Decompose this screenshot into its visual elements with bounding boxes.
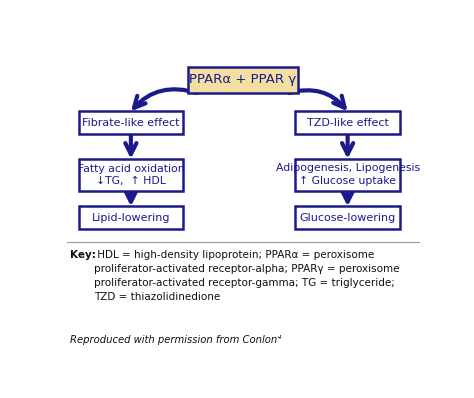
Text: TZD-like effect: TZD-like effect	[307, 118, 389, 128]
Text: Lipid-lowering: Lipid-lowering	[91, 213, 170, 223]
Text: Fatty acid oxidation
↓TG,  ↑ HDL: Fatty acid oxidation ↓TG, ↑ HDL	[78, 164, 184, 186]
Text: HDL = high-density lipoprotein; PPARα = peroxisome
proliferator-activated recept: HDL = high-density lipoprotein; PPARα = …	[94, 250, 400, 302]
Text: Glucose-lowering: Glucose-lowering	[300, 213, 396, 223]
FancyBboxPatch shape	[295, 111, 400, 135]
FancyBboxPatch shape	[295, 159, 400, 191]
Text: Reproduced with permission from Conlon⁴: Reproduced with permission from Conlon⁴	[70, 335, 282, 345]
FancyBboxPatch shape	[188, 67, 298, 93]
FancyBboxPatch shape	[79, 206, 183, 229]
Text: PPARα + PPAR γ: PPARα + PPAR γ	[189, 74, 297, 86]
FancyBboxPatch shape	[79, 111, 183, 135]
Text: Adipogenesis, Lipogenesis
↑ Glucose uptake: Adipogenesis, Lipogenesis ↑ Glucose upta…	[275, 164, 419, 186]
FancyBboxPatch shape	[295, 206, 400, 229]
FancyBboxPatch shape	[79, 159, 183, 191]
Text: Fibrate-like effect: Fibrate-like effect	[82, 118, 180, 128]
Text: Key:: Key:	[70, 250, 96, 260]
